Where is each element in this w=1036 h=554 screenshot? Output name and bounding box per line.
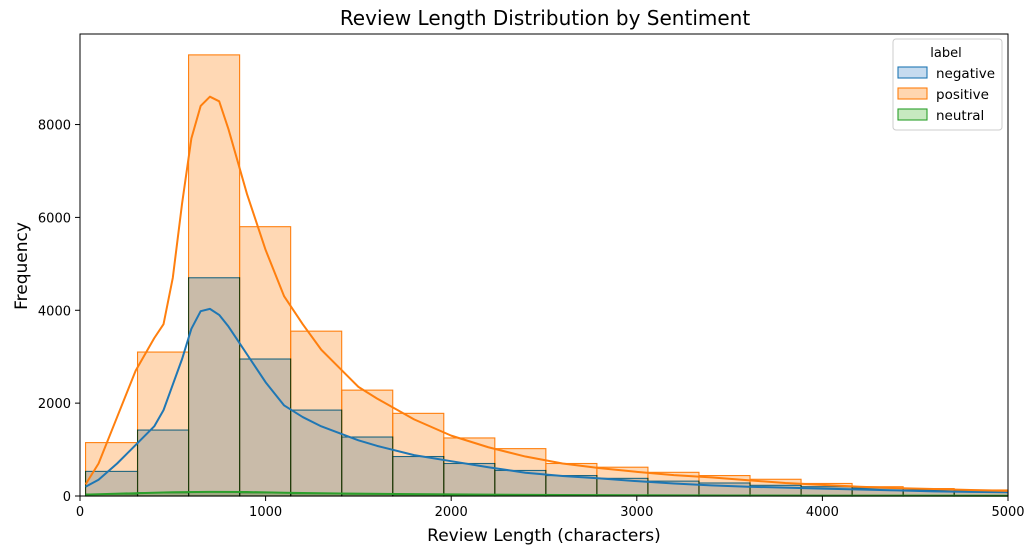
legend: label negative positive neutral: [892, 38, 1003, 131]
y-tick-label: 8000: [38, 119, 71, 134]
legend-title: label: [930, 46, 961, 61]
kde-line-negative: [85, 307, 1009, 494]
y-tick-label: 6000: [38, 211, 71, 226]
series-positive-fill: [85, 54, 1009, 497]
legend-frame: [892, 38, 1003, 131]
series-negative-fill: [85, 277, 1009, 496]
x-tick-label: 3000: [620, 505, 653, 520]
axes: 0 1000 2000 3000 4000 5000 0 2000 4000 6000 8000: [38, 33, 1025, 520]
legend-label-positive: positive: [936, 87, 989, 103]
legend-swatch-neutral: [897, 108, 928, 121]
y-tick-label: 2000: [38, 397, 71, 412]
x-tick-label: 0: [76, 505, 84, 520]
legend-swatch-negative: [897, 66, 928, 79]
chart-title: Review Length Distribution by Sentiment: [340, 6, 751, 30]
kde-line-positive: [84, 95, 1009, 492]
y-axis-label: Frequency: [12, 222, 32, 310]
x-tick-label: 4000: [806, 505, 839, 520]
x-tick-label: 1000: [249, 505, 282, 520]
x-tick-label: 5000: [991, 505, 1024, 520]
legend-swatch-positive: [897, 87, 928, 100]
x-axis-label: Review Length (characters): [427, 526, 661, 546]
y-tick-label: 4000: [38, 304, 71, 319]
legend-label-neutral: neutral: [936, 108, 984, 124]
legend-label-negative: negative: [936, 66, 995, 82]
axes-frame: [79, 33, 1009, 497]
plot-area: [84, 54, 1009, 497]
y-tick-label: 0: [63, 490, 71, 505]
x-tick-label: 2000: [435, 505, 468, 520]
